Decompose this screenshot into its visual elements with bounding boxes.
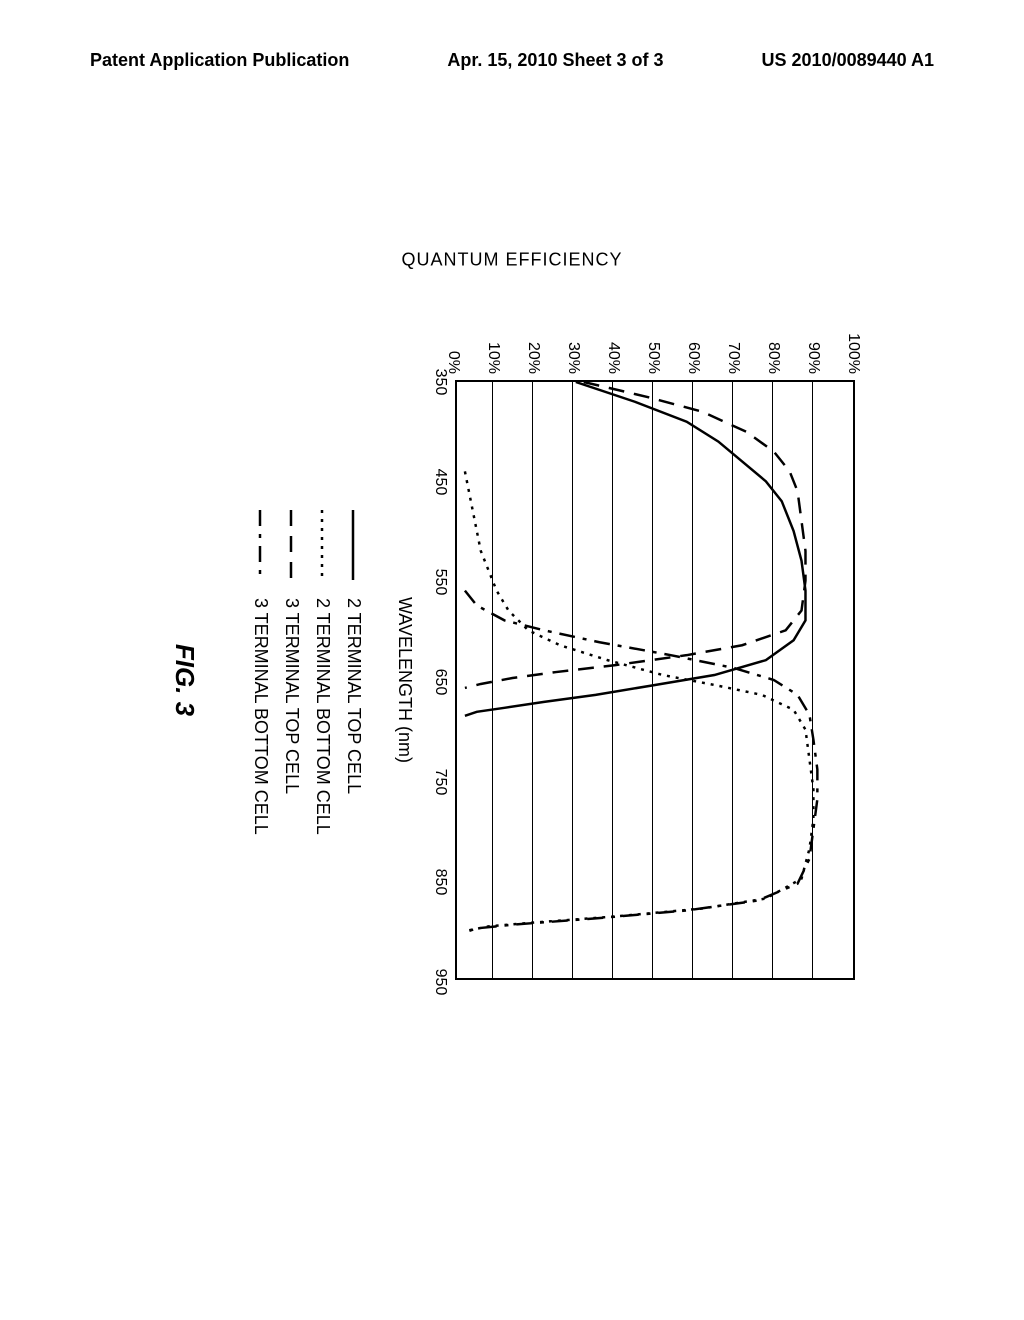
legend-label: 2 TERMINAL BOTTOM CELL xyxy=(312,598,333,835)
page-header: Patent Application Publication Apr. 15, … xyxy=(0,50,1024,71)
gridline xyxy=(732,382,733,978)
header-right: US 2010/0089440 A1 xyxy=(762,50,934,71)
figure-label: FIG. 3 xyxy=(169,380,200,980)
series-curve xyxy=(465,471,813,930)
legend-label: 2 TERMINAL TOP CELL xyxy=(343,598,364,794)
chart-wrapper: QUANTUM EFFICIENCY 0%10%20%30%40%50%60%7… xyxy=(169,310,855,1010)
chart-legend: 2 TERMINAL TOP CELL 2 TERMINAL BOTTOM CEL… xyxy=(250,510,364,1010)
legend-item: 2 TERMINAL BOTTOM CELL xyxy=(312,510,333,1010)
x-tick-label: 650 xyxy=(431,669,457,696)
series-curve xyxy=(465,591,817,933)
legend-line-sample xyxy=(282,510,302,580)
legend-item: 3 TERMINAL BOTTOM CELL xyxy=(250,510,271,1010)
series-curve xyxy=(465,382,806,716)
series-curve xyxy=(465,382,806,688)
legend-line-sample xyxy=(344,510,364,580)
gridline xyxy=(652,382,653,978)
y-tick-label: 40% xyxy=(604,342,622,382)
header-left: Patent Application Publication xyxy=(90,50,349,71)
x-tick-label: 450 xyxy=(431,469,457,496)
x-axis-label: WAVELENGTH (nm) xyxy=(394,380,415,980)
y-tick-label: 10% xyxy=(484,342,502,382)
gridline xyxy=(532,382,533,978)
header-center: Apr. 15, 2010 Sheet 3 of 3 xyxy=(447,50,663,71)
chart-curves xyxy=(457,382,853,978)
y-tick-label: 30% xyxy=(564,342,582,382)
y-axis-label: QUANTUM EFFICIENCY xyxy=(401,250,622,271)
legend-label: 3 TERMINAL BOTTOM CELL xyxy=(250,598,271,835)
gridline xyxy=(812,382,813,978)
gridline xyxy=(692,382,693,978)
legend-line-sample xyxy=(251,510,271,580)
gridline xyxy=(772,382,773,978)
x-tick-label: 850 xyxy=(431,869,457,896)
gridline xyxy=(612,382,613,978)
y-tick-label: 80% xyxy=(764,342,782,382)
y-tick-label: 90% xyxy=(804,342,822,382)
chart-plot-area: 0%10%20%30%40%50%60%70%80%90%100%3504505… xyxy=(455,380,855,980)
gridline xyxy=(572,382,573,978)
legend-item: 3 TERMINAL TOP CELL xyxy=(281,510,302,1010)
y-tick-label: 70% xyxy=(724,342,742,382)
x-tick-label: 950 xyxy=(431,969,457,996)
y-tick-label: 50% xyxy=(644,342,662,382)
y-tick-label: 60% xyxy=(684,342,702,382)
legend-item: 2 TERMINAL TOP CELL xyxy=(343,510,364,1010)
legend-label: 3 TERMINAL TOP CELL xyxy=(281,598,302,794)
x-tick-label: 750 xyxy=(431,769,457,796)
x-tick-label: 350 xyxy=(431,369,457,396)
figure-container: QUANTUM EFFICIENCY 0%10%20%30%40%50%60%7… xyxy=(169,110,855,1210)
gridline xyxy=(492,382,493,978)
legend-line-sample xyxy=(313,510,333,580)
y-tick-label: 20% xyxy=(524,342,542,382)
x-tick-label: 550 xyxy=(431,569,457,596)
y-tick-label: 100% xyxy=(844,333,862,382)
